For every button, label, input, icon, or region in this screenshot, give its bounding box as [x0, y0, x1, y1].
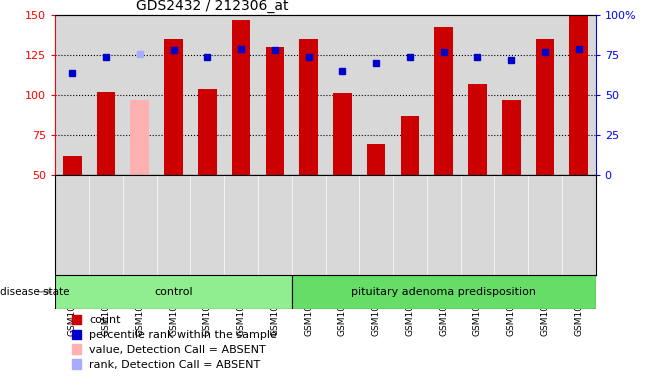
Text: GDS2432 / 212306_at: GDS2432 / 212306_at — [137, 0, 289, 13]
Bar — [468, 84, 487, 175]
Bar — [97, 92, 115, 175]
Bar — [266, 47, 284, 175]
Bar — [164, 39, 183, 175]
Text: control: control — [154, 287, 193, 297]
Bar — [198, 89, 217, 175]
Bar — [367, 144, 385, 175]
Bar — [292, 275, 596, 309]
Bar — [130, 100, 149, 175]
Legend: count, percentile rank within the sample, value, Detection Call = ABSENT, rank, : count, percentile rank within the sample… — [72, 314, 277, 370]
Bar — [55, 275, 292, 309]
Bar — [502, 100, 521, 175]
Bar — [63, 156, 81, 175]
Bar — [299, 39, 318, 175]
Text: pituitary adenoma predisposition: pituitary adenoma predisposition — [351, 287, 536, 297]
Bar — [232, 20, 251, 175]
Text: disease state: disease state — [0, 287, 70, 297]
Bar — [333, 93, 352, 175]
Bar — [400, 116, 419, 175]
Bar — [434, 26, 453, 175]
Bar — [536, 39, 554, 175]
Bar — [570, 15, 588, 175]
